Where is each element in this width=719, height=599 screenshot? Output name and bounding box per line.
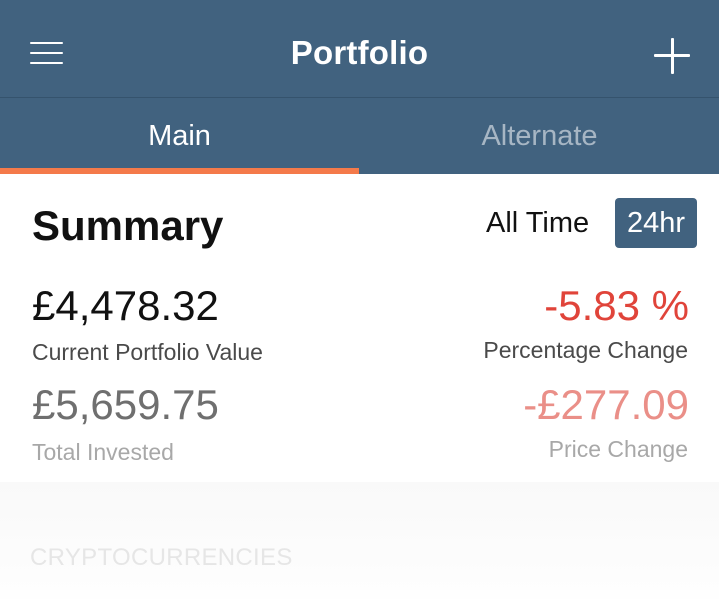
menu-line-icon bbox=[30, 62, 63, 64]
price-change-label: Price Change bbox=[548, 436, 688, 462]
current-portfolio-value-label: Current Portfolio Value bbox=[32, 339, 263, 365]
tab-main[interactable]: Main bbox=[148, 120, 211, 152]
plus-icon[interactable] bbox=[654, 38, 690, 74]
hamburger-menu-icon[interactable] bbox=[30, 42, 63, 66]
range-24hr-button[interactable]: 24hr bbox=[615, 198, 697, 248]
app-header: Portfolio bbox=[0, 0, 719, 98]
total-invested-label: Total Invested bbox=[32, 439, 174, 465]
summary-title: Summary bbox=[32, 202, 224, 249]
active-tab-indicator bbox=[0, 168, 359, 174]
current-portfolio-value: £4,478.32 bbox=[32, 282, 219, 329]
percentage-change-value: -5.83 % bbox=[544, 282, 689, 329]
price-change-value: -£277.09 bbox=[523, 381, 689, 428]
page-title: Portfolio bbox=[290, 34, 429, 71]
percentage-change-label: Percentage Change bbox=[483, 337, 688, 363]
section-heading: CRYPTOCURRENCIES bbox=[30, 544, 293, 571]
range-all-time-button[interactable]: All Time bbox=[486, 207, 590, 239]
tab-bar: Main Alternate bbox=[0, 98, 719, 174]
tab-alternate[interactable]: Alternate bbox=[481, 120, 598, 152]
menu-line-icon bbox=[30, 42, 63, 44]
menu-line-icon bbox=[30, 52, 63, 54]
summary-card: Summary All Time 24hr £4,478.32 Current … bbox=[0, 174, 719, 482]
total-invested-value: £5,659.75 bbox=[32, 381, 219, 428]
cryptocurrency-section: CRYPTOCURRENCIES bbox=[0, 482, 719, 599]
